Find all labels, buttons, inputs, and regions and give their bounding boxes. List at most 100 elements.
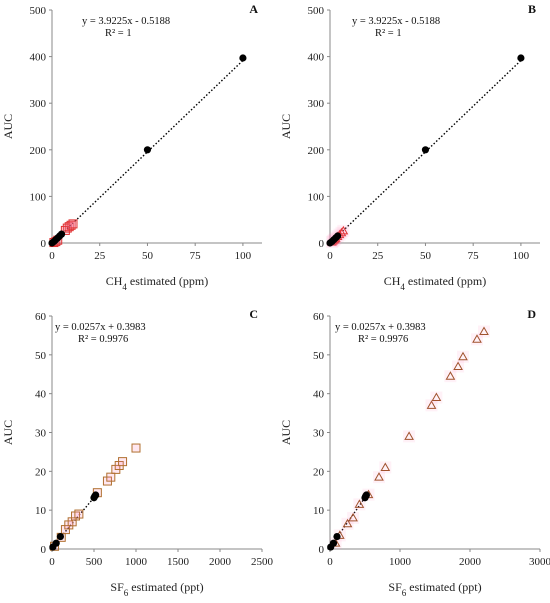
data-point <box>517 54 525 62</box>
panel-letter: A <box>249 2 258 16</box>
chart-panel-c: 0 10 20 30 40 50 60 0 500 1000 1500 2000 2500 SF6 est… <box>1 307 274 598</box>
y-tick-label: 50 <box>313 350 325 362</box>
chart-panel-d: 0 10 20 30 40 50 60 0 1000 2000 3000 SF6 estimated … <box>279 307 550 598</box>
data-point <box>342 518 353 528</box>
data-point <box>57 230 66 238</box>
y-tick-label: 50 <box>35 350 47 362</box>
y-tick-label: 30 <box>313 428 325 440</box>
trend-r2: R² = 0.9976 <box>78 334 128 345</box>
y-tick-label: 0 <box>319 238 325 250</box>
y-tick-label: 60 <box>313 311 325 323</box>
data-point <box>362 491 370 499</box>
data-point <box>106 472 116 482</box>
y-tick-label: 40 <box>313 389 325 401</box>
x-tick-label: 2000 <box>459 556 482 568</box>
x-tick-label: 100 <box>513 250 530 262</box>
data-point <box>336 227 347 237</box>
data-point <box>426 400 437 409</box>
trend-r2: R² = 1 <box>105 28 132 39</box>
data-point <box>131 443 141 453</box>
x-tick-label: 50 <box>420 250 432 262</box>
y-tick-label: 0 <box>41 544 47 556</box>
trend-equation: y = 3.9225x - 0.5188 <box>352 16 440 27</box>
data-point <box>431 392 442 402</box>
data-point <box>421 146 430 154</box>
data-point <box>348 512 358 522</box>
y-tick-label: 200 <box>30 145 47 157</box>
x-tick-label: 0 <box>327 250 333 262</box>
x-tick-label: 50 <box>142 250 154 262</box>
data-point <box>374 472 384 481</box>
y-tick-label: 100 <box>30 191 47 203</box>
data-point <box>334 232 342 240</box>
data-point <box>239 54 247 62</box>
trend-equation: y = 0.0257x + 0.3983 <box>335 322 426 333</box>
data-point <box>64 520 74 530</box>
panel-letter: B <box>528 2 536 16</box>
data-point <box>60 525 70 535</box>
data-point <box>445 371 456 380</box>
x-axis-label: CH4 estimated (ppm) <box>106 274 208 292</box>
x-tick-label: 0 <box>49 250 55 262</box>
data-point <box>458 351 468 361</box>
y-tick-label: 20 <box>35 466 47 478</box>
x-axis-label: SF6 estimated (ppt) <box>110 580 203 598</box>
data-point <box>56 532 64 541</box>
y-tick-label: 500 <box>308 5 325 17</box>
x-tick-label: 3000 <box>529 556 550 568</box>
data-point <box>333 532 341 541</box>
y-tick-label: 10 <box>313 505 325 517</box>
y-tick-label: 40 <box>35 389 47 401</box>
data-point <box>143 146 152 154</box>
y-tick-label: 10 <box>35 505 47 517</box>
trend-r2: R² = 0.9976 <box>358 334 408 345</box>
data-point <box>453 361 463 370</box>
data-point <box>92 491 100 499</box>
trend-equation: y = 0.0257x + 0.3983 <box>55 322 146 333</box>
x-tick-label: 1000 <box>125 556 148 568</box>
y-tick-label: 60 <box>35 311 47 323</box>
x-tick-label: 75 <box>190 250 202 262</box>
y-tick-label: 30 <box>35 428 47 440</box>
panel-letter: C <box>249 307 258 321</box>
trend-r2: R² = 1 <box>375 28 402 39</box>
data-point <box>67 517 77 527</box>
data-point <box>354 499 365 508</box>
x-tick-label: 100 <box>235 250 252 262</box>
y-axis-label: AUC <box>1 114 15 139</box>
data-point <box>479 326 489 336</box>
x-tick-label: 25 <box>372 250 384 262</box>
trend-equation: y = 3.9225x - 0.5188 <box>82 16 170 27</box>
data-point <box>71 511 81 521</box>
x-tick-label: 1000 <box>389 556 412 568</box>
y-tick-label: 200 <box>308 145 325 157</box>
y-tick-label: 300 <box>30 98 47 110</box>
data-point <box>52 539 60 547</box>
y-axis-label: AUC <box>279 420 293 445</box>
x-tick-label: 2000 <box>209 556 232 568</box>
data-point <box>118 457 128 467</box>
x-tick-label: 2500 <box>251 556 274 568</box>
chart-panel-a: 0 100 200 300 400 500 0 25 50 75 100 CH4 estimated … <box>1 2 262 292</box>
x-axis-label: CH4 estimated (ppm) <box>384 274 486 292</box>
x-tick-label: 500 <box>86 556 103 568</box>
data-point <box>404 431 414 440</box>
chart-panel-b: 0 100 200 300 400 500 0 25 50 75 100 CH4 estimated … <box>279 2 540 292</box>
y-tick-label: 0 <box>319 544 325 556</box>
y-tick-label: 400 <box>30 52 47 64</box>
data-point <box>66 220 76 230</box>
y-tick-label: 20 <box>313 466 325 478</box>
y-tick-label: 400 <box>308 52 325 64</box>
x-tick-label: 0 <box>49 556 55 568</box>
y-tick-label: 100 <box>308 191 325 203</box>
y-tick-label: 500 <box>30 5 47 17</box>
y-axis-label: AUC <box>1 420 15 445</box>
y-axis-label: AUC <box>279 114 293 139</box>
data-point <box>68 219 78 229</box>
x-tick-label: 0 <box>327 556 333 568</box>
x-tick-label: 25 <box>94 250 106 262</box>
data-point <box>380 462 391 471</box>
y-tick-label: 300 <box>308 98 325 110</box>
data-point <box>338 225 349 235</box>
